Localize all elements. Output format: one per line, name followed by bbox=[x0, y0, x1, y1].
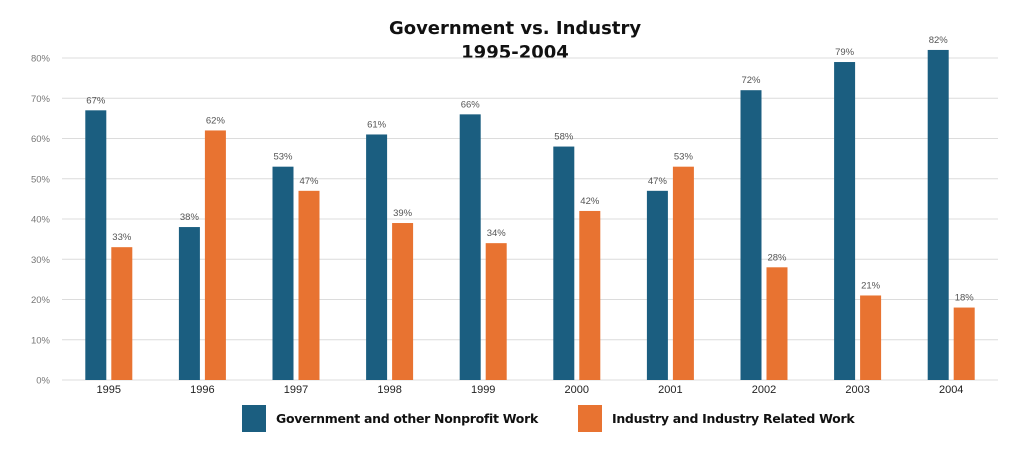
data-label: 53% bbox=[674, 152, 694, 163]
y-tick-label: 80% bbox=[31, 54, 51, 65]
y-tick-label: 10% bbox=[31, 335, 51, 346]
legend-item-government: Government and other Nonprofit Work bbox=[242, 405, 538, 432]
x-tick-label: 1996 bbox=[190, 384, 214, 396]
chart-title: Government vs. Industry bbox=[389, 18, 641, 39]
data-label: 72% bbox=[741, 75, 761, 86]
x-tick-label: 1997 bbox=[284, 384, 308, 396]
data-label: 53% bbox=[273, 152, 293, 163]
bar-industry bbox=[672, 166, 694, 380]
x-tick-label: 2004 bbox=[939, 384, 963, 396]
y-tick-label: 60% bbox=[31, 134, 51, 145]
bar-government bbox=[646, 190, 668, 380]
data-label: 21% bbox=[861, 280, 881, 291]
x-tick-label: 2000 bbox=[565, 384, 589, 396]
x-tick-label: 2001 bbox=[658, 384, 682, 396]
bar-industry bbox=[204, 130, 226, 380]
bar-government bbox=[272, 166, 294, 380]
bar-industry bbox=[392, 223, 414, 380]
y-tick-label: 0% bbox=[36, 376, 50, 387]
data-label: 66% bbox=[461, 99, 481, 110]
bar-government bbox=[740, 90, 762, 380]
data-label: 39% bbox=[393, 208, 413, 219]
bar-industry bbox=[953, 307, 975, 380]
legend-item-industry: Industry and Industry Related Work bbox=[577, 405, 855, 432]
data-label: 18% bbox=[955, 293, 975, 304]
data-label: 62% bbox=[206, 115, 226, 126]
legend: Government and other Nonprofit Work Indu… bbox=[242, 405, 894, 432]
data-label: 67% bbox=[86, 95, 106, 106]
chart-subtitle: 1995-2004 bbox=[461, 42, 569, 63]
bar-government bbox=[85, 110, 107, 380]
data-label: 58% bbox=[554, 132, 574, 143]
x-tick-label: 1998 bbox=[377, 384, 401, 396]
legend-label-government: Government and other Nonprofit Work bbox=[276, 411, 538, 426]
bar-government bbox=[366, 134, 388, 380]
bar-industry bbox=[766, 267, 788, 380]
data-label: 47% bbox=[648, 176, 668, 187]
bar-industry bbox=[860, 295, 882, 380]
data-label: 79% bbox=[835, 47, 855, 58]
bar-industry bbox=[111, 247, 133, 380]
y-tick-label: 40% bbox=[31, 215, 51, 226]
x-tick-label: 2002 bbox=[752, 384, 776, 396]
legend-label-industry: Industry and Industry Related Work bbox=[611, 411, 855, 426]
bar-government bbox=[459, 114, 481, 380]
bar-industry bbox=[579, 210, 601, 380]
y-tick-label: 50% bbox=[31, 174, 51, 185]
data-label: 82% bbox=[929, 35, 949, 46]
x-tick-label: 1999 bbox=[471, 384, 495, 396]
bar-government bbox=[553, 146, 575, 380]
y-tick-label: 30% bbox=[31, 255, 51, 266]
bar-chart: Government vs. Industry 1995-2004 0% 10% 2… bbox=[31, 18, 998, 396]
bar-industry bbox=[485, 243, 507, 380]
bar-government bbox=[178, 227, 200, 380]
y-tick-label: 70% bbox=[31, 94, 51, 105]
data-label: 33% bbox=[112, 232, 132, 243]
bar-government bbox=[927, 49, 949, 380]
data-label: 38% bbox=[180, 212, 200, 223]
data-label: 28% bbox=[767, 252, 787, 263]
data-label: 42% bbox=[580, 196, 600, 207]
bar-industry bbox=[298, 190, 320, 380]
y-tick-label: 20% bbox=[31, 295, 51, 306]
legend-swatch-industry bbox=[577, 405, 602, 432]
x-tick-label: 1995 bbox=[97, 384, 121, 396]
data-label: 61% bbox=[367, 119, 387, 130]
legend-swatch-government bbox=[242, 405, 266, 432]
data-label: 47% bbox=[299, 176, 319, 187]
data-label: 34% bbox=[487, 228, 507, 239]
x-tick-label: 2003 bbox=[845, 384, 869, 396]
bar-government bbox=[834, 62, 856, 381]
